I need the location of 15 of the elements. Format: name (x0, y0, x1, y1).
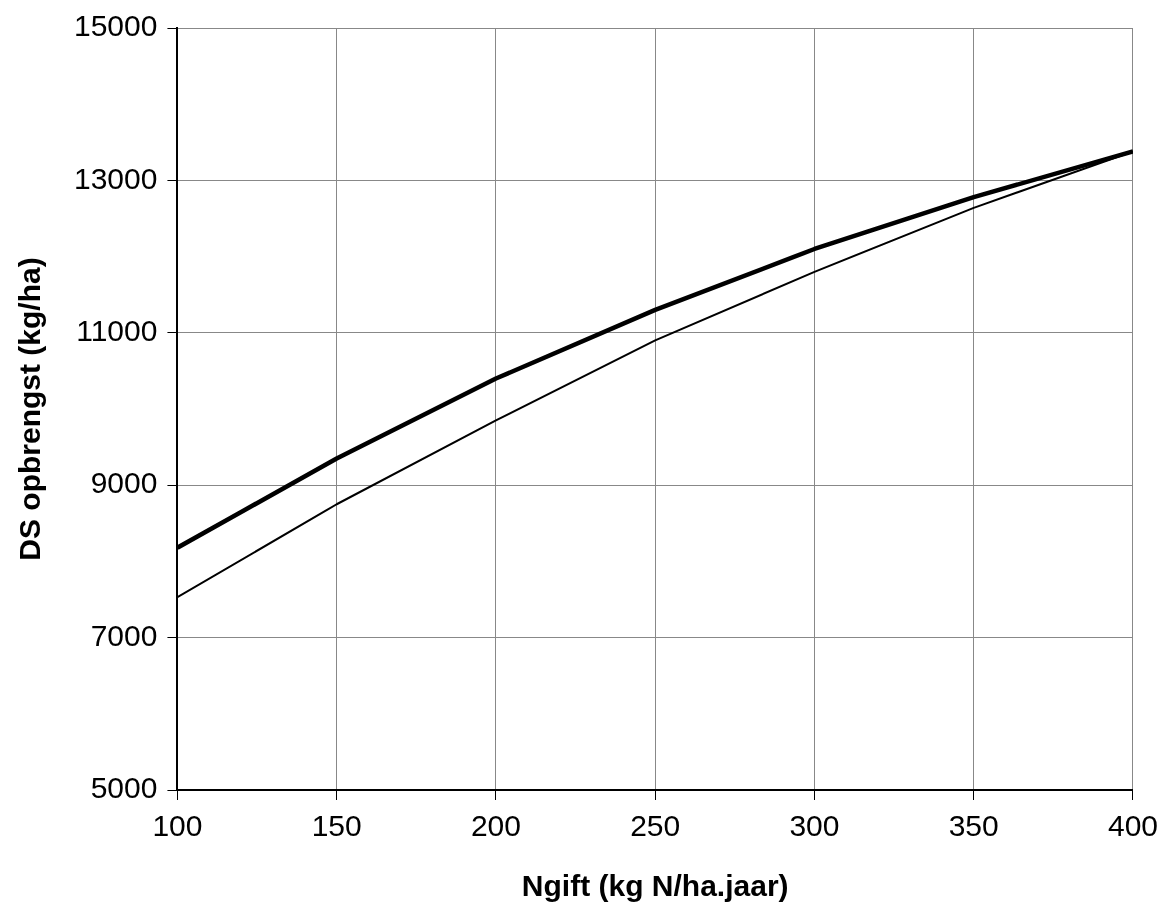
x-tick-label: 350 (948, 809, 999, 843)
y-tick-label: 7000 (90, 618, 158, 652)
y-tick-label: 9000 (90, 466, 158, 500)
x-tick-label: 150 (311, 809, 362, 843)
x-tick-label: 200 (470, 809, 521, 843)
x-axis-title: Ngift (kg N/ha.jaar) (521, 869, 789, 903)
x-tick-label: 100 (152, 809, 203, 843)
y-axis-title: DS opbrengst (kg/ha) (13, 257, 47, 561)
x-tick-label: 300 (789, 809, 840, 843)
x-tick-label: 250 (630, 809, 681, 843)
y-tick-label: 15000 (73, 9, 158, 43)
y-tick-label: 5000 (90, 771, 158, 805)
y-tick-label: 13000 (73, 161, 158, 195)
y-tick-label: 11000 (76, 314, 158, 348)
x-tick-label: 400 (1107, 809, 1158, 843)
